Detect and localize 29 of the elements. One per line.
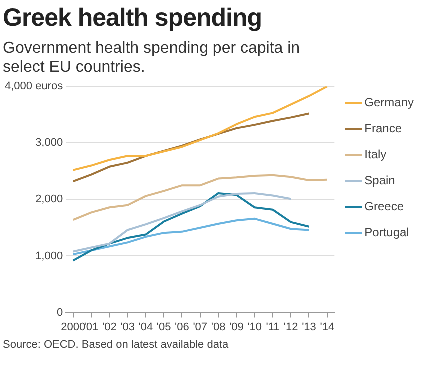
x-tick-label: '07: [193, 321, 208, 334]
x-tick-label: '10: [248, 321, 262, 334]
legend-label: Italy: [364, 147, 387, 162]
y-tick-label: 2,000: [36, 194, 64, 206]
x-tick-label: '01: [84, 321, 99, 334]
y-tick-label: 3,000: [36, 137, 64, 150]
chart-subtitle: Government health spending per capita in select EU countries.: [3, 39, 302, 77]
x-tick-label: '04: [138, 321, 154, 334]
y-tick-label: 4,000 euros: [4, 80, 64, 93]
x-tick-label: '02: [102, 321, 117, 334]
legend-label: Germany: [364, 95, 414, 110]
x-tick-label: '05: [156, 321, 172, 334]
legend-label: Greece: [364, 199, 404, 214]
legend-label: Spain: [364, 173, 396, 188]
legend-label: France: [364, 121, 402, 136]
x-tick-label: '09: [229, 321, 244, 334]
y-tick-label: 0: [56, 306, 64, 319]
x-tick-label: '03: [120, 321, 135, 334]
y-tick-label: 1,000: [36, 250, 64, 262]
chart-title: Greek health spending: [3, 4, 264, 33]
x-tick-label: '08: [211, 321, 226, 334]
source-note: Source: OECD. Based on latest available data: [3, 339, 230, 351]
x-tick-label: 2000: [61, 321, 86, 334]
x-tick-label: '12: [284, 321, 298, 334]
x-tick-label: '13: [302, 321, 316, 334]
x-tick-label: '11: [266, 321, 280, 334]
x-tick-label: '06: [175, 321, 190, 334]
legend-label: Portugal: [364, 225, 410, 240]
x-tick-label: '14: [320, 321, 335, 334]
